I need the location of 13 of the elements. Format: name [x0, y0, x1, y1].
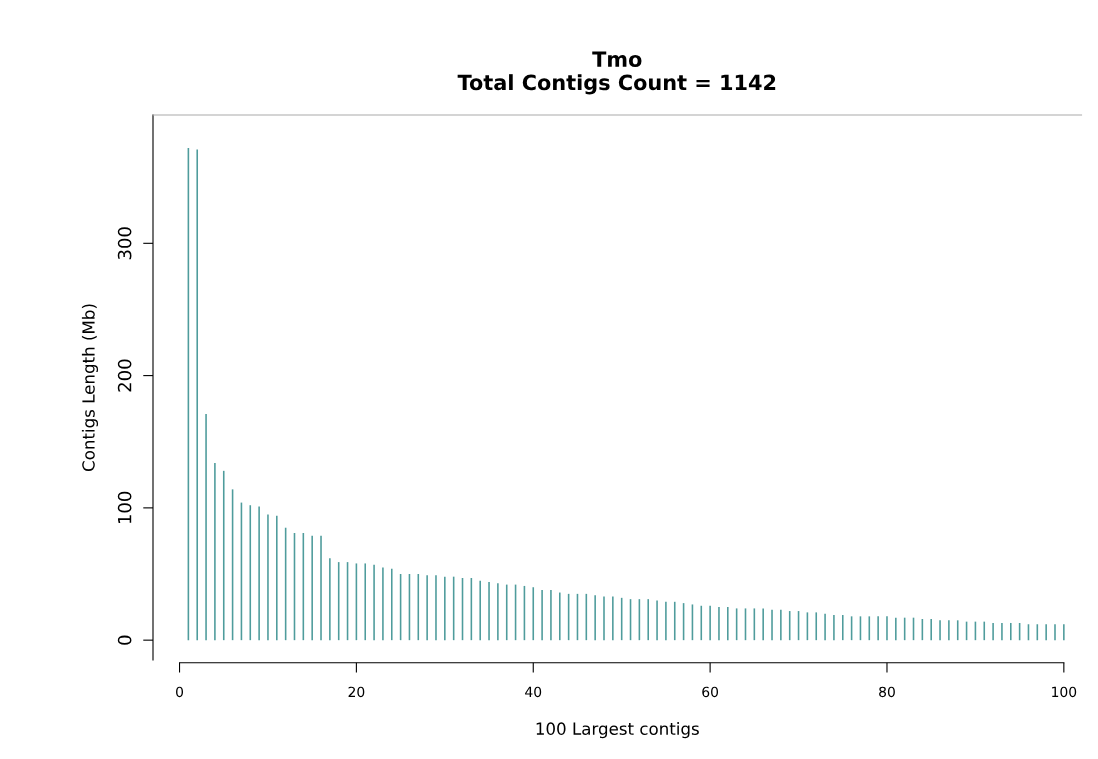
x-tick-label: 0 — [176, 686, 184, 698]
x-tick-label: 60 — [702, 686, 719, 698]
y-tick-label: 200 — [117, 359, 132, 392]
y-tick-label: 100 — [117, 491, 132, 524]
y-tick-label: 0 — [117, 635, 132, 645]
x-tick-label: 20 — [348, 686, 365, 698]
y-axis-title: Contigs Length (Mb) — [81, 304, 99, 471]
x-tick-label: 80 — [879, 686, 895, 698]
x-tick-label: 100 — [1052, 686, 1077, 698]
chart-title: Tmo Total Contigs Count = 1142 — [457, 51, 776, 95]
y-tick-label: 300 — [117, 227, 132, 260]
x-tick-label: 40 — [525, 686, 542, 698]
x-axis-title: 100 Largest contigs — [536, 722, 699, 739]
